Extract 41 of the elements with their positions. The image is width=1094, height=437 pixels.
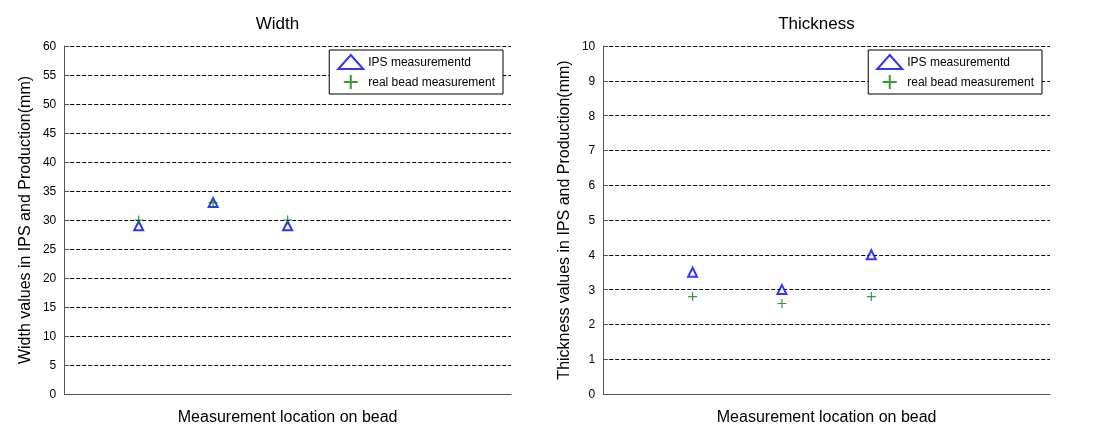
y-axis-title: Thickness values in IPS and Production(mm) — [554, 60, 572, 380]
y-tick-label: 15 — [42, 300, 57, 314]
y-tick-label: 6 — [588, 178, 596, 193]
y-tick-label: 4 — [588, 247, 596, 262]
point — [133, 214, 144, 226]
y-tick-label: 8 — [588, 108, 596, 123]
y-tick-label: 25 — [42, 242, 57, 256]
y-tick-label: 20 — [42, 271, 57, 285]
y-tick-label: 5 — [588, 213, 596, 227]
legend-label: IPS measurementd — [907, 55, 1010, 69]
point — [865, 249, 877, 261]
x-axis-title: Measurement location on bead — [177, 407, 398, 425]
x-axis-title: Measurement location on bead — [716, 407, 937, 425]
point — [282, 214, 293, 226]
y-tick-label: 30 — [42, 213, 57, 227]
y-tick-label: 45 — [42, 126, 57, 140]
chart-title: Width — [255, 14, 300, 33]
y-tick-label: 10 — [581, 39, 596, 53]
point — [133, 220, 145, 232]
point — [687, 266, 699, 278]
y-tick-label: 7 — [588, 143, 596, 158]
chart-title: Thickness — [778, 14, 855, 33]
point — [776, 298, 788, 309]
y-tick-label: 35 — [42, 184, 57, 198]
y-axis-title: Width values in IPS and Production(mm) — [15, 75, 33, 365]
y-tick-label: 2 — [588, 317, 596, 332]
y-tick-label: 0 — [588, 387, 596, 401]
legend-label: IPS measurementd — [368, 55, 471, 69]
y-tick-label: 5 — [49, 358, 57, 372]
y-tick-label: 60 — [42, 39, 57, 53]
legend-label: real bead measurement — [907, 75, 1035, 89]
y-tick-label: 1 — [588, 352, 596, 367]
y-tick-label: 3 — [588, 282, 596, 297]
y-tick-label: 40 — [42, 155, 57, 169]
y-tick-label: 50 — [42, 97, 57, 111]
y-tick-label: 9 — [588, 73, 596, 88]
y-tick-label: 0 — [49, 387, 57, 401]
y-tick-label: 10 — [42, 329, 57, 343]
point — [282, 220, 294, 232]
y-tick-label: 55 — [42, 68, 57, 82]
legend-label: real bead measurement — [368, 75, 496, 89]
